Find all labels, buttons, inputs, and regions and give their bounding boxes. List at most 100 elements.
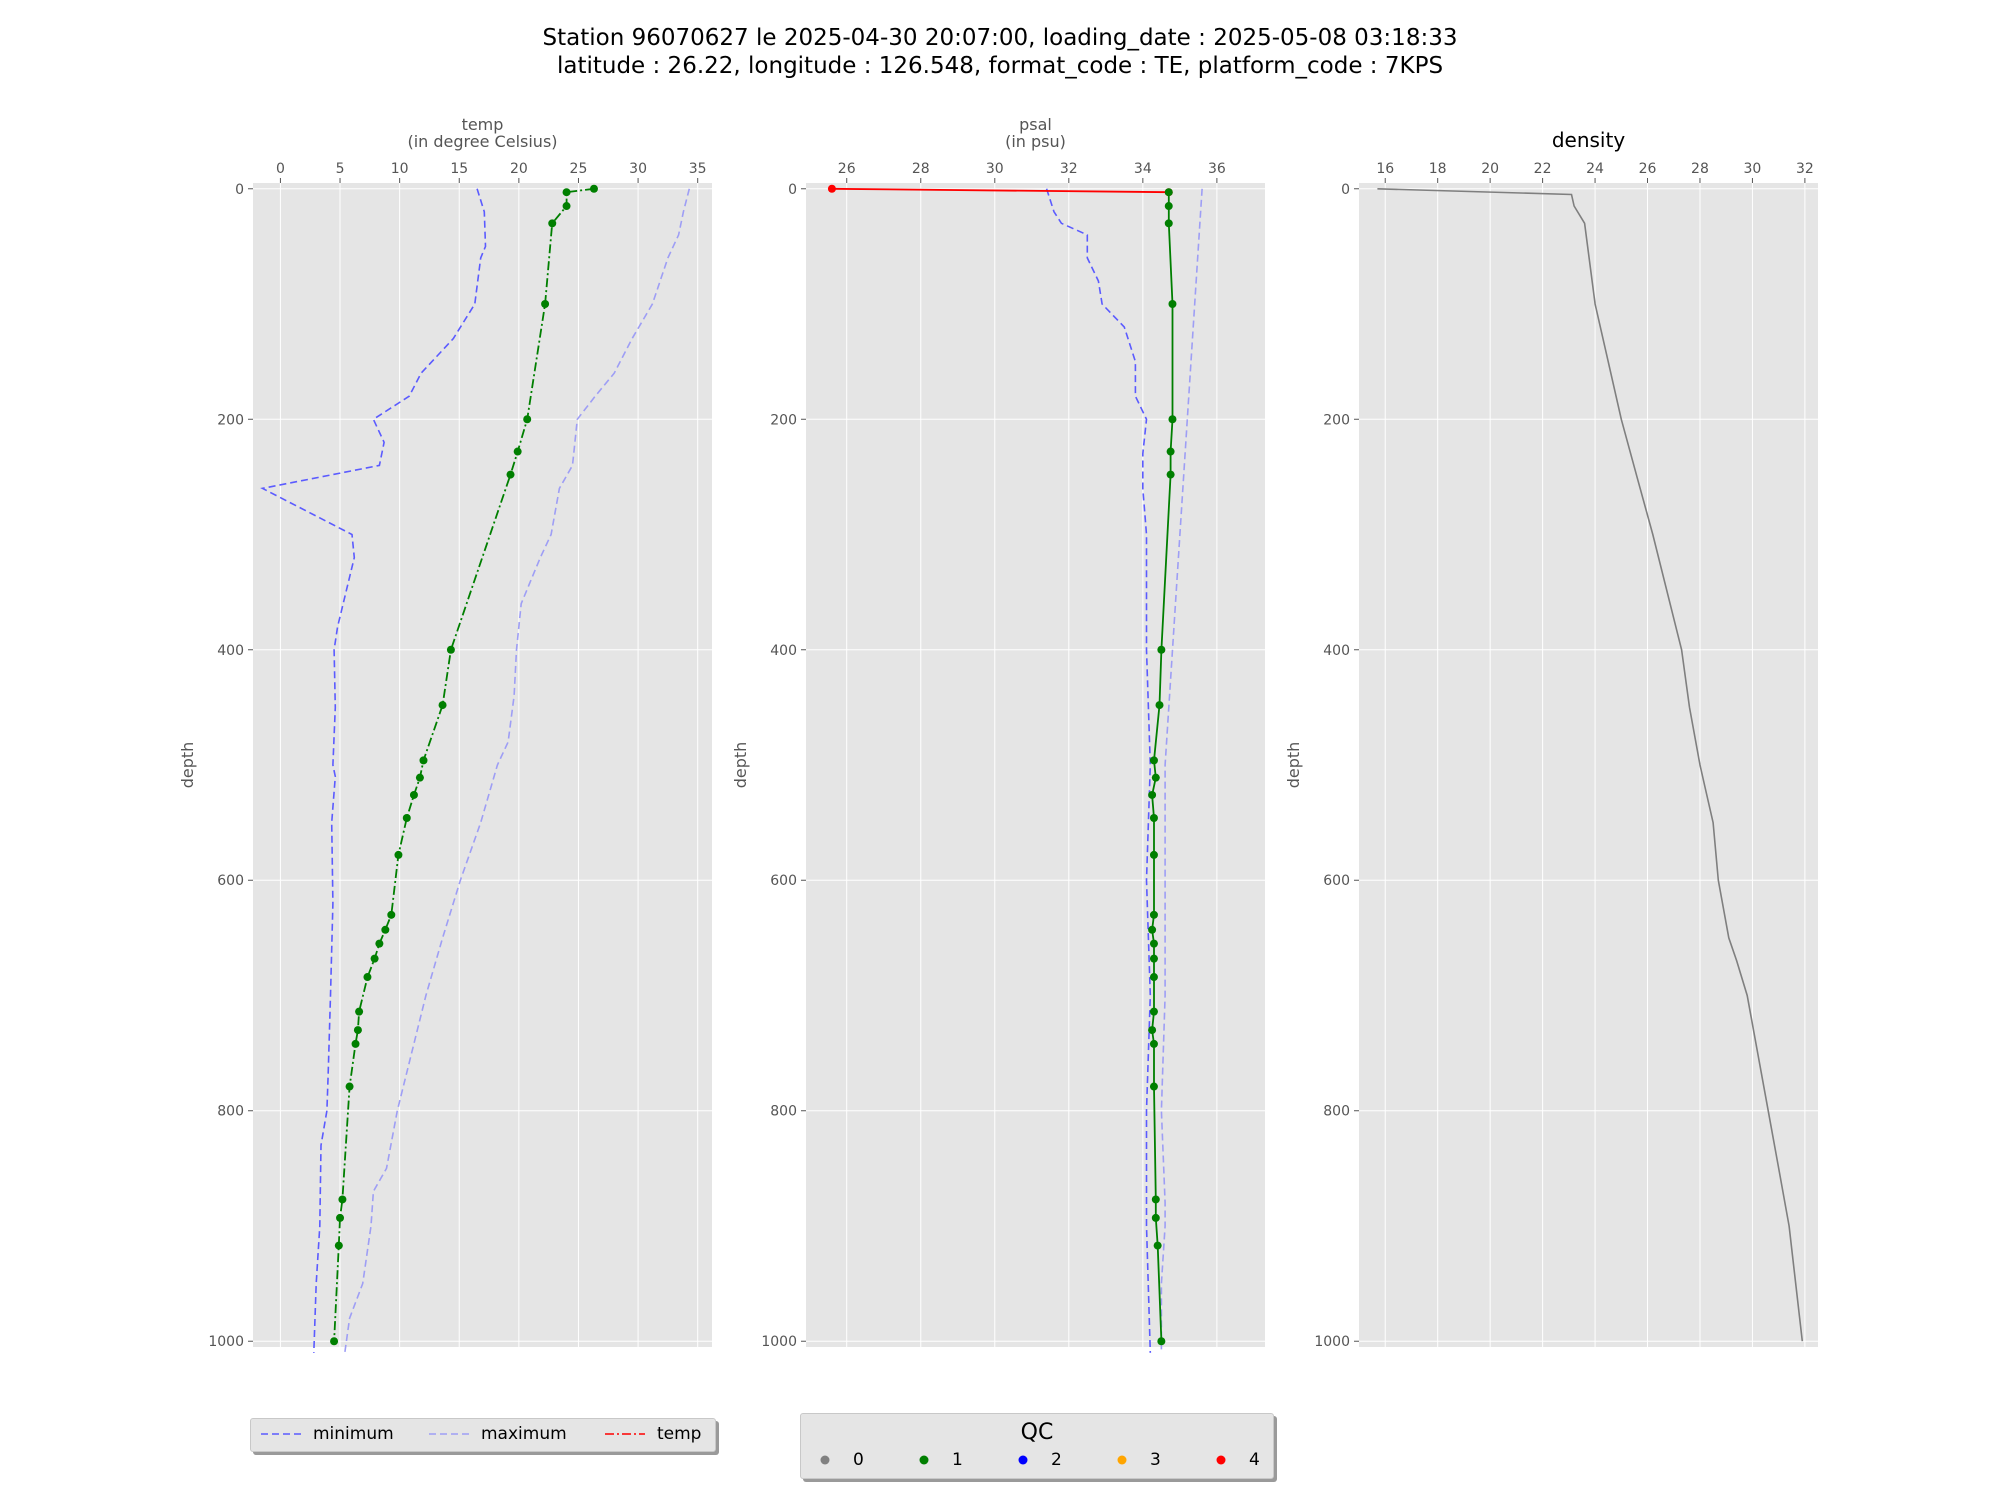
- data-point-psal_qc1: [1164, 219, 1173, 228]
- y-tick-label: 200: [1323, 412, 1350, 428]
- y-tick-label: 800: [217, 1104, 244, 1120]
- figure-title-line-2: latitude : 26.22, longitude : 126.548, f…: [556, 53, 1444, 79]
- data-point-psal_qc1: [1149, 939, 1158, 948]
- data-point-psal_qc1: [1151, 773, 1160, 782]
- x-tick-label: 34: [1134, 161, 1152, 177]
- x-tick-label: 30: [1744, 161, 1762, 177]
- data-point-temp: [409, 790, 418, 799]
- data-point-temp: [438, 701, 447, 710]
- data-point-psal_qc1: [1149, 756, 1158, 765]
- qc-marker-4: [1216, 1455, 1226, 1465]
- data-point-temp: [334, 1241, 343, 1250]
- data-point-psal_qc1: [1148, 790, 1157, 799]
- x-tick-label: 26: [1639, 161, 1657, 177]
- data-point-psal_qc1: [1149, 850, 1158, 859]
- legend-label-maximum: maximum: [481, 1424, 567, 1444]
- y-tick-label: 600: [1323, 873, 1350, 889]
- data-point-temp: [589, 184, 598, 193]
- data-point-temp: [402, 814, 411, 823]
- data-point-temp: [394, 850, 403, 859]
- x-axis-unit-label: (in psu): [1005, 132, 1066, 151]
- x-tick-label: 26: [838, 161, 856, 177]
- qc-marker-2: [1018, 1455, 1028, 1465]
- x-tick-label: 30: [629, 161, 647, 177]
- x-tick-label: 36: [1208, 161, 1226, 177]
- qc-entry-0: 0: [815, 1450, 864, 1470]
- qc-label-4: 4: [1249, 1450, 1260, 1470]
- legend-swatch-temp: [605, 1433, 645, 1435]
- y-tick-label: 400: [770, 643, 797, 659]
- series-line-maximum: [344, 188, 691, 1353]
- y-tick-label: 0: [235, 182, 244, 198]
- data-point-psal_qc1: [1149, 910, 1158, 919]
- y-tick-label: 1000: [208, 1334, 244, 1350]
- data-point-psal_qc1: [1151, 1195, 1160, 1204]
- x-tick-label: 24: [1586, 161, 1604, 177]
- y-tick-label: 1000: [761, 1334, 797, 1350]
- series-line-density: [1377, 188, 1804, 1342]
- data-point-psal_qc1: [1164, 202, 1173, 211]
- data-point-temp: [548, 219, 557, 228]
- data-point-psal_qc1: [1148, 925, 1157, 934]
- x-tick-label: 10: [391, 161, 409, 177]
- y-axis-label: depth: [1284, 742, 1303, 789]
- series-line-temp: [333, 187, 595, 1342]
- data-point-temp: [353, 1026, 362, 1035]
- data-point-temp: [506, 470, 515, 479]
- x-tick-label: 20: [510, 161, 528, 177]
- data-point-psal_qc1: [1166, 470, 1175, 479]
- x-tick-label: 0: [276, 161, 285, 177]
- legend-swatch-minimum: [261, 1433, 301, 1435]
- data-point-psal_qc1: [1149, 1007, 1158, 1016]
- y-tick-label: 400: [1323, 643, 1350, 659]
- y-tick-label: 0: [788, 182, 797, 198]
- data-point-temp: [562, 188, 571, 197]
- x-tick-label: 35: [689, 161, 707, 177]
- legend-entry-maximum: maximum: [427, 1423, 567, 1445]
- x-tick-label: 30: [986, 161, 1004, 177]
- y-tick-label: 800: [1323, 1104, 1350, 1120]
- data-point-psal_qc1: [1149, 1082, 1158, 1091]
- plot-psal: 26 28 30 32 34 36 0 200 400 600 800 1000 psal(in psu…: [731, 115, 1265, 1353]
- qc-legend: QC 0 1 2 3 4: [800, 1413, 1274, 1479]
- legend-label-minimum: minimum: [313, 1424, 394, 1444]
- data-point-temp: [446, 645, 455, 654]
- y-tick-label: 200: [217, 412, 244, 428]
- y-tick-label: 800: [770, 1104, 797, 1120]
- data-point-psal_qc4: [827, 184, 836, 193]
- data-point-temp: [336, 1213, 345, 1222]
- y-tick-label: 0: [1341, 182, 1350, 198]
- legend-entry-minimum: minimum: [259, 1423, 394, 1445]
- data-point-temp: [513, 447, 522, 456]
- x-axis-unit-label: (in degree Celsius): [407, 132, 557, 151]
- x-tick-label: 25: [570, 161, 588, 177]
- data-point-psal_qc1: [1157, 1337, 1166, 1346]
- data-point-psal_qc1: [1148, 1026, 1157, 1035]
- data-point-temp: [523, 415, 532, 424]
- x-tick-label: 32: [1796, 161, 1814, 177]
- figure-title-line-1: Station 96070627 le 2025-04-30 20:07:00,…: [542, 25, 1458, 51]
- qc-entry-3: 3: [1112, 1450, 1161, 1470]
- data-point-temp: [541, 300, 550, 309]
- qc-label-2: 2: [1051, 1450, 1062, 1470]
- data-point-temp: [415, 773, 424, 782]
- data-point-psal_qc1: [1166, 447, 1175, 456]
- data-point-psal_qc1: [1164, 188, 1173, 197]
- plot-density: 16 18 20 22 24 26 28 30 32 0 200 400 600 800 1000 densi…: [1284, 128, 1818, 1350]
- plot-area: [1359, 183, 1818, 1347]
- data-point-psal_qc1: [1157, 645, 1166, 654]
- y-tick-label: 1000: [1314, 1334, 1350, 1350]
- data-point-temp: [345, 1082, 354, 1091]
- data-point-psal_qc1: [1153, 1241, 1162, 1250]
- data-point-psal_qc1: [1155, 701, 1164, 710]
- legend-label-temp: temp: [657, 1424, 702, 1444]
- y-tick-label: 400: [217, 643, 244, 659]
- x-tick-label: 15: [450, 161, 468, 177]
- qc-marker-1: [919, 1455, 929, 1465]
- legend-swatch-maximum: [429, 1433, 469, 1435]
- series-legend: minimum maximum temp: [250, 1418, 716, 1452]
- x-tick-label: 32: [1060, 161, 1078, 177]
- data-point-temp: [375, 939, 384, 948]
- data-point-psal_qc1: [1149, 1039, 1158, 1048]
